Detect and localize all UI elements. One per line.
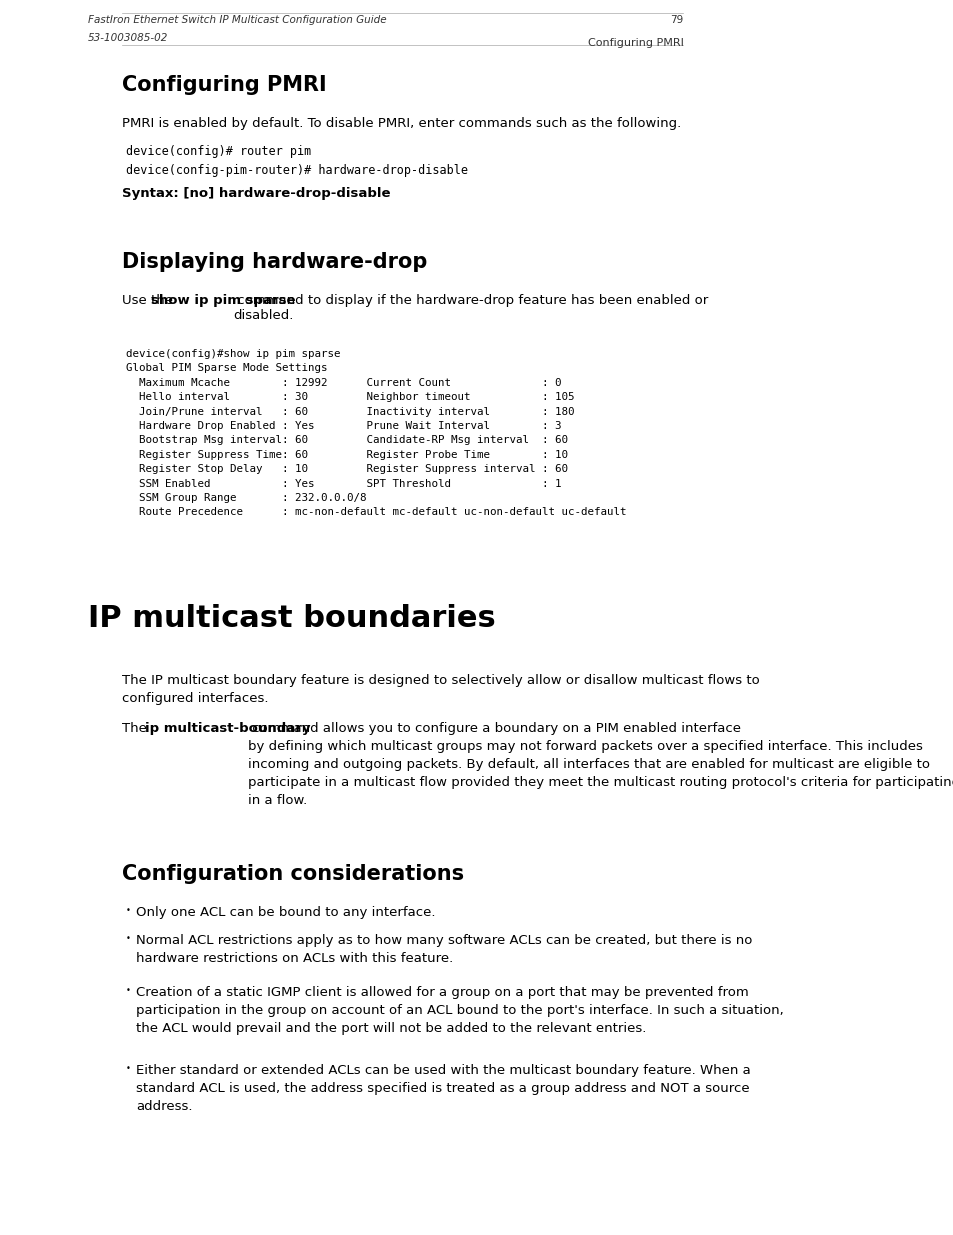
Text: command to display if the hardware-drop feature has been enabled or
disabled.: command to display if the hardware-drop … — [233, 294, 708, 322]
Text: ip multicast-boundary: ip multicast-boundary — [145, 722, 311, 735]
Text: •: • — [126, 934, 131, 944]
Text: command allows you to configure a boundary on a PIM enabled interface
by definin: command allows you to configure a bounda… — [248, 722, 953, 806]
Text: 53-1003085-02: 53-1003085-02 — [88, 33, 168, 43]
Text: •: • — [126, 986, 131, 995]
Text: Displaying hardware-drop: Displaying hardware-drop — [122, 252, 427, 272]
Text: Creation of a static IGMP client is allowed for a group on a port that may be pr: Creation of a static IGMP client is allo… — [136, 986, 783, 1035]
Text: Only one ACL can be bound to any interface.: Only one ACL can be bound to any interfa… — [136, 906, 436, 919]
Text: The IP multicast boundary feature is designed to selectively allow or disallow m: The IP multicast boundary feature is des… — [122, 674, 760, 705]
Text: The: The — [122, 722, 152, 735]
Text: 79: 79 — [670, 15, 682, 25]
Text: device(config)# router pim
device(config-pim-router)# hardware-drop-disable: device(config)# router pim device(config… — [126, 144, 468, 177]
Text: •: • — [126, 906, 131, 915]
Text: FastIron Ethernet Switch IP Multicast Configuration Guide: FastIron Ethernet Switch IP Multicast Co… — [88, 15, 386, 25]
Text: show ip pim sparse: show ip pim sparse — [152, 294, 295, 308]
Text: Configuring PMRI: Configuring PMRI — [587, 38, 682, 48]
Text: Normal ACL restrictions apply as to how many software ACLs can be created, but t: Normal ACL restrictions apply as to how … — [136, 934, 752, 965]
Text: Configuring PMRI: Configuring PMRI — [122, 75, 327, 95]
Text: Syntax: [no] hardware-drop-disable: Syntax: [no] hardware-drop-disable — [122, 186, 391, 200]
Text: Either standard or extended ACLs can be used with the multicast boundary feature: Either standard or extended ACLs can be … — [136, 1065, 750, 1113]
Text: device(config)#show ip pim sparse
Global PIM Sparse Mode Settings
  Maximum Mcac: device(config)#show ip pim sparse Global… — [126, 350, 626, 517]
Text: Use the: Use the — [122, 294, 177, 308]
Text: •: • — [126, 1065, 131, 1073]
Text: IP multicast boundaries: IP multicast boundaries — [88, 604, 496, 634]
Text: Configuration considerations: Configuration considerations — [122, 864, 464, 884]
Text: PMRI is enabled by default. To disable PMRI, enter commands such as the followin: PMRI is enabled by default. To disable P… — [122, 117, 680, 130]
